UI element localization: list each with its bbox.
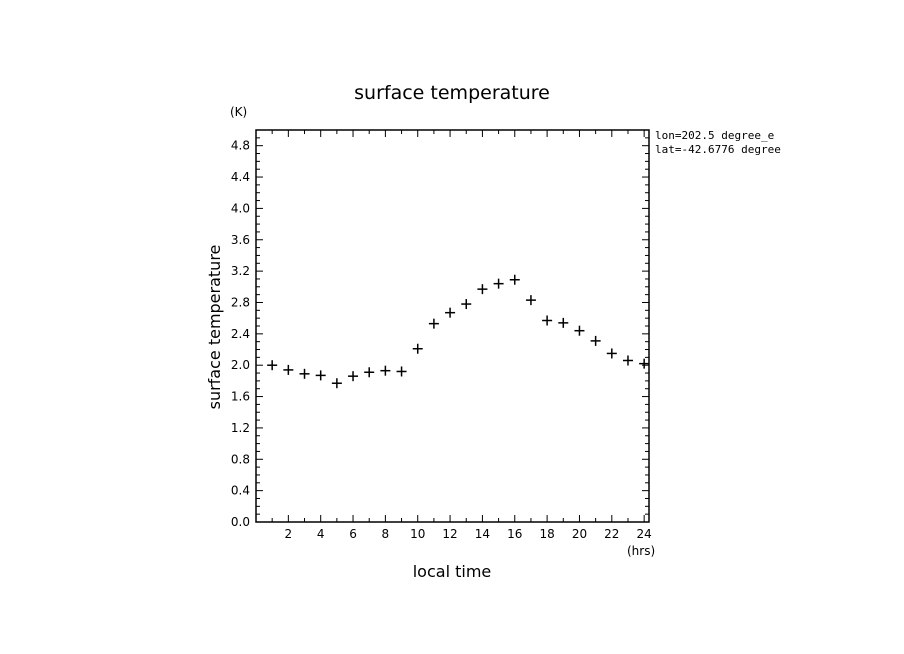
data-point xyxy=(461,299,472,310)
annotation-lon: lon=202.5 degree_e xyxy=(655,129,774,142)
data-point xyxy=(477,284,488,295)
x-tick-label: 20 xyxy=(572,527,587,541)
y-tick-label: 1.2 xyxy=(231,421,250,435)
data-point xyxy=(590,335,601,346)
x-tick-label: 2 xyxy=(285,527,293,541)
data-point xyxy=(606,348,617,359)
y-tick-label: 2.8 xyxy=(231,295,250,309)
data-point xyxy=(542,315,553,326)
data-point xyxy=(639,358,650,369)
x-tick-label: 6 xyxy=(349,527,357,541)
x-tick-label: 24 xyxy=(637,527,652,541)
x-unit-label: (hrs) xyxy=(627,544,655,558)
data-point xyxy=(396,366,407,377)
data-point xyxy=(380,365,391,376)
data-point xyxy=(364,367,375,378)
data-point xyxy=(315,370,326,381)
data-point xyxy=(509,274,520,285)
data-point xyxy=(622,355,633,366)
x-tick-label: 18 xyxy=(539,527,554,541)
data-point xyxy=(574,325,585,336)
y-tick-label: 4.8 xyxy=(231,139,250,153)
annotation-lat: lat=-42.6776 degree xyxy=(655,143,781,156)
x-tick-label: 12 xyxy=(442,527,457,541)
x-tick-label: 8 xyxy=(382,527,390,541)
data-point xyxy=(267,360,278,371)
y-tick-label: 0.4 xyxy=(231,484,250,498)
y-tick-label: 3.2 xyxy=(231,264,250,278)
data-point xyxy=(283,364,294,375)
y-tick-label: 4.4 xyxy=(231,170,250,184)
y-unit-label: (K) xyxy=(230,105,247,119)
x-axis-label: local time xyxy=(413,562,492,581)
chart-title: surface temperature xyxy=(354,82,550,104)
x-tick-label: 16 xyxy=(507,527,522,541)
data-point xyxy=(493,278,504,289)
y-tick-label: 2.4 xyxy=(231,327,250,341)
data-point xyxy=(331,378,342,389)
y-axis-label: surface temperature xyxy=(205,245,224,410)
data-point xyxy=(299,368,310,379)
x-tick-label: 14 xyxy=(475,527,490,541)
data-point xyxy=(412,343,423,354)
y-tick-label: 4.0 xyxy=(231,201,250,215)
plot-frame xyxy=(255,129,650,523)
x-tick-label: 10 xyxy=(410,527,425,541)
data-point xyxy=(558,317,569,328)
y-tick-label: 0.8 xyxy=(231,452,250,466)
data-point xyxy=(428,318,439,329)
y-tick-label: 1.6 xyxy=(231,390,250,404)
x-tick-label: 4 xyxy=(317,527,325,541)
y-tick-label: 0.0 xyxy=(231,515,250,529)
data-point xyxy=(445,307,456,318)
y-tick-label: 2.0 xyxy=(231,358,250,372)
data-point xyxy=(348,371,359,382)
x-tick-label: 22 xyxy=(604,527,619,541)
data-point xyxy=(525,295,536,306)
y-tick-label: 3.6 xyxy=(231,233,250,247)
